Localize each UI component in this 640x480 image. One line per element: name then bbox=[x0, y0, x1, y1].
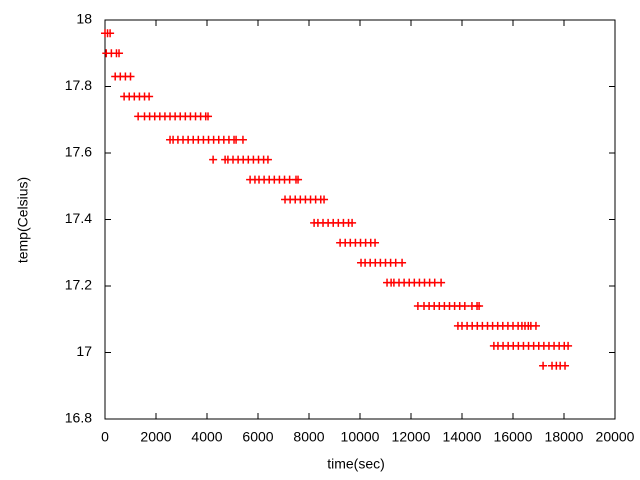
point bbox=[126, 72, 135, 81]
point bbox=[460, 301, 469, 310]
y-tick-label: 17.6 bbox=[65, 144, 92, 160]
point bbox=[475, 301, 484, 310]
x-tick-label: 16000 bbox=[494, 429, 533, 445]
x-tick-label: 10000 bbox=[341, 429, 380, 445]
y-tick-label: 16.8 bbox=[65, 410, 92, 426]
point bbox=[371, 238, 380, 247]
x-tick-label: 12000 bbox=[392, 429, 431, 445]
point bbox=[209, 155, 218, 164]
point bbox=[204, 112, 213, 121]
y-tick-label: 18 bbox=[76, 11, 92, 27]
point bbox=[238, 135, 247, 144]
point bbox=[145, 92, 154, 101]
y-tick-label: 17.2 bbox=[65, 277, 92, 293]
point bbox=[106, 29, 115, 38]
y-axis-label: temp(Celsius) bbox=[15, 177, 31, 263]
y-tick-label: 17 bbox=[76, 343, 92, 359]
point bbox=[398, 258, 407, 267]
point bbox=[115, 49, 124, 58]
point bbox=[561, 361, 570, 370]
x-tick-label: 6000 bbox=[242, 429, 273, 445]
point bbox=[564, 341, 573, 350]
point bbox=[531, 321, 540, 330]
x-tick-label: 4000 bbox=[191, 429, 222, 445]
point bbox=[539, 361, 548, 370]
x-tick-label: 20000 bbox=[596, 429, 635, 445]
point bbox=[294, 175, 303, 184]
point bbox=[263, 155, 272, 164]
y-tick-label: 17.4 bbox=[65, 210, 92, 226]
y-tick-label: 17.8 bbox=[65, 77, 92, 93]
point bbox=[232, 135, 241, 144]
x-tick-label: 8000 bbox=[293, 429, 324, 445]
x-axis-label: time(sec) bbox=[327, 456, 385, 472]
plot-frame bbox=[104, 19, 616, 420]
x-tick-label: 14000 bbox=[443, 429, 482, 445]
point bbox=[320, 195, 329, 204]
x-tick-label: 2000 bbox=[140, 429, 171, 445]
x-tick-label: 18000 bbox=[545, 429, 584, 445]
point bbox=[437, 278, 446, 287]
point bbox=[348, 218, 357, 227]
x-tick-label: 0 bbox=[101, 429, 109, 445]
